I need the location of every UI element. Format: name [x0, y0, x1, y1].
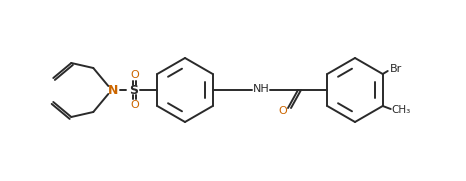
Text: S: S: [129, 83, 138, 96]
Text: CH₃: CH₃: [392, 105, 411, 115]
Text: NH: NH: [253, 84, 269, 94]
Text: O: O: [130, 100, 139, 110]
Text: Br: Br: [390, 64, 402, 74]
Text: O: O: [130, 70, 139, 80]
Text: N: N: [108, 83, 118, 96]
Text: O: O: [279, 106, 288, 116]
